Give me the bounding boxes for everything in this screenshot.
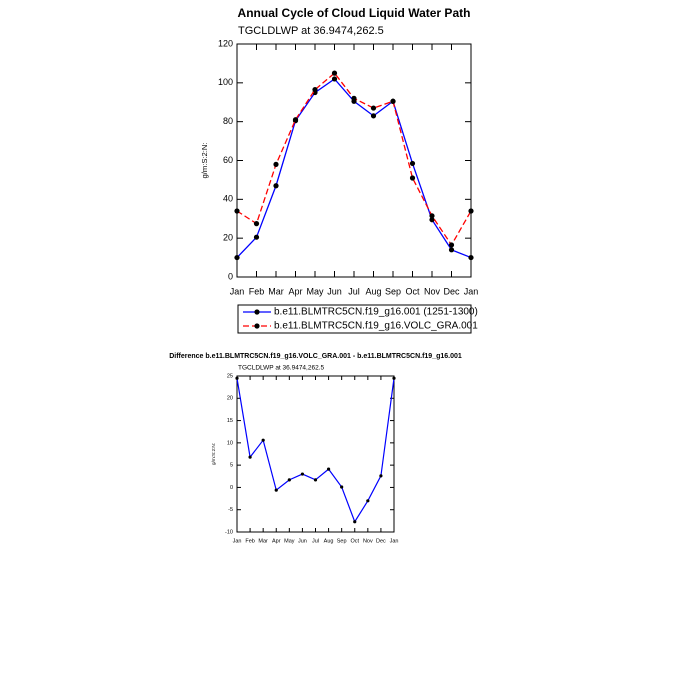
- data-point: [234, 254, 240, 261]
- x-tick-label: Feb: [245, 538, 254, 544]
- x-tick-label: May: [306, 286, 324, 296]
- y-tick-label: 0: [230, 485, 233, 491]
- y-tick-label: -5: [228, 507, 233, 513]
- data-point: [248, 455, 252, 459]
- x-tick-label: Jan: [390, 538, 399, 544]
- x-tick-label: Feb: [249, 286, 265, 296]
- data-point: [448, 242, 455, 248]
- data-point: [331, 76, 338, 82]
- data-point: [429, 217, 435, 223]
- x-tick-label: Nov: [424, 286, 441, 296]
- y-axis-label: g/m:S:2:N:: [200, 142, 209, 178]
- data-point: [312, 87, 318, 93]
- x-tick-label: Mar: [258, 538, 268, 544]
- legend-label: b.e11.BLMTRC5CN.f19_g16.VOLC_GRA.001: [274, 321, 478, 332]
- x-tick-label: Sep: [337, 538, 347, 544]
- data-point: [313, 478, 318, 482]
- data-point: [253, 234, 260, 240]
- legend-marker: [254, 323, 260, 329]
- data-point: [392, 376, 396, 380]
- y-tick-label: 15: [227, 418, 233, 424]
- data-point: [261, 438, 265, 442]
- chart-title: Difference b.e11.BLMTRC5CN.f19_g16.VOLC_…: [169, 353, 462, 360]
- chart-subtitle: TGCLDLWP at 36.9474,262.5: [238, 365, 325, 372]
- data-point: [235, 376, 239, 380]
- y-tick-label: 120: [218, 38, 233, 48]
- chart-subtitle: TGCLDLWP at 36.9474,262.5: [238, 25, 384, 37]
- legend-label: b.e11.BLMTRC5CN.f19_g16.001 (1251-1300): [274, 307, 478, 318]
- series-line: [236, 378, 395, 524]
- legend-marker: [254, 309, 260, 315]
- data-point: [331, 70, 338, 76]
- data-point: [326, 467, 331, 471]
- data-point: [234, 208, 240, 214]
- x-tick-label: Dec: [443, 286, 460, 296]
- legend-box: [237, 304, 472, 334]
- data-point: [366, 499, 370, 503]
- series-line: [236, 78, 472, 259]
- y-tick-label: 20: [223, 233, 233, 243]
- x-tick-label: Jan: [464, 286, 479, 296]
- y-tick-label: 60: [223, 155, 233, 165]
- y-tick-label: 5: [230, 463, 233, 469]
- data-point: [370, 105, 377, 111]
- x-tick-label: May: [284, 538, 295, 544]
- data-point: [468, 254, 474, 261]
- data-point: [287, 478, 291, 482]
- x-tick-label: Oct: [350, 538, 359, 544]
- data-point: [468, 208, 474, 214]
- y-tick-label: 40: [223, 194, 233, 204]
- x-tick-label: Oct: [405, 286, 420, 296]
- data-point: [353, 520, 357, 524]
- y-tick-label: 20: [227, 396, 233, 402]
- y-tick-label: 100: [218, 77, 233, 87]
- x-tick-label: Apr: [272, 538, 281, 544]
- y-tick-label: 25: [227, 373, 233, 379]
- data-point: [300, 472, 305, 476]
- data-point: [253, 221, 260, 227]
- data-point: [274, 488, 278, 492]
- data-point: [379, 474, 383, 478]
- data-point: [292, 117, 299, 123]
- x-tick-label: Sep: [385, 286, 401, 296]
- x-tick-label: Apr: [288, 286, 302, 296]
- x-tick-label: Jan: [230, 286, 245, 296]
- y-tick-label: 0: [228, 271, 233, 281]
- data-point: [351, 95, 357, 101]
- data-point: [448, 247, 455, 253]
- x-tick-label: Nov: [363, 538, 373, 544]
- y-tick-label: -10: [225, 529, 233, 535]
- y-axis-label: g/m:S:2:N:: [211, 443, 216, 465]
- data-point: [429, 213, 435, 219]
- x-tick-label: Jan: [233, 538, 242, 544]
- x-tick-label: Jul: [312, 538, 319, 544]
- x-tick-label: Jun: [298, 538, 307, 544]
- data-point: [370, 113, 377, 119]
- x-tick-label: Dec: [376, 538, 386, 544]
- chart-title: Annual Cycle of Cloud Liquid Water Path: [238, 6, 471, 20]
- data-point: [409, 160, 416, 167]
- y-tick-label: 10: [227, 440, 233, 446]
- x-tick-label: Jun: [327, 286, 342, 296]
- x-tick-label: Aug: [365, 286, 381, 296]
- x-tick-label: Mar: [268, 286, 284, 296]
- x-tick-label: Aug: [324, 538, 334, 544]
- data-point: [390, 98, 396, 104]
- plot-frame: [236, 43, 472, 278]
- data-point: [409, 175, 416, 181]
- plot-frame: [236, 375, 395, 533]
- y-tick-label: 80: [223, 116, 233, 126]
- data-point: [340, 485, 344, 489]
- data-point: [273, 183, 279, 189]
- data-point: [273, 161, 279, 167]
- x-tick-label: Jul: [348, 286, 360, 296]
